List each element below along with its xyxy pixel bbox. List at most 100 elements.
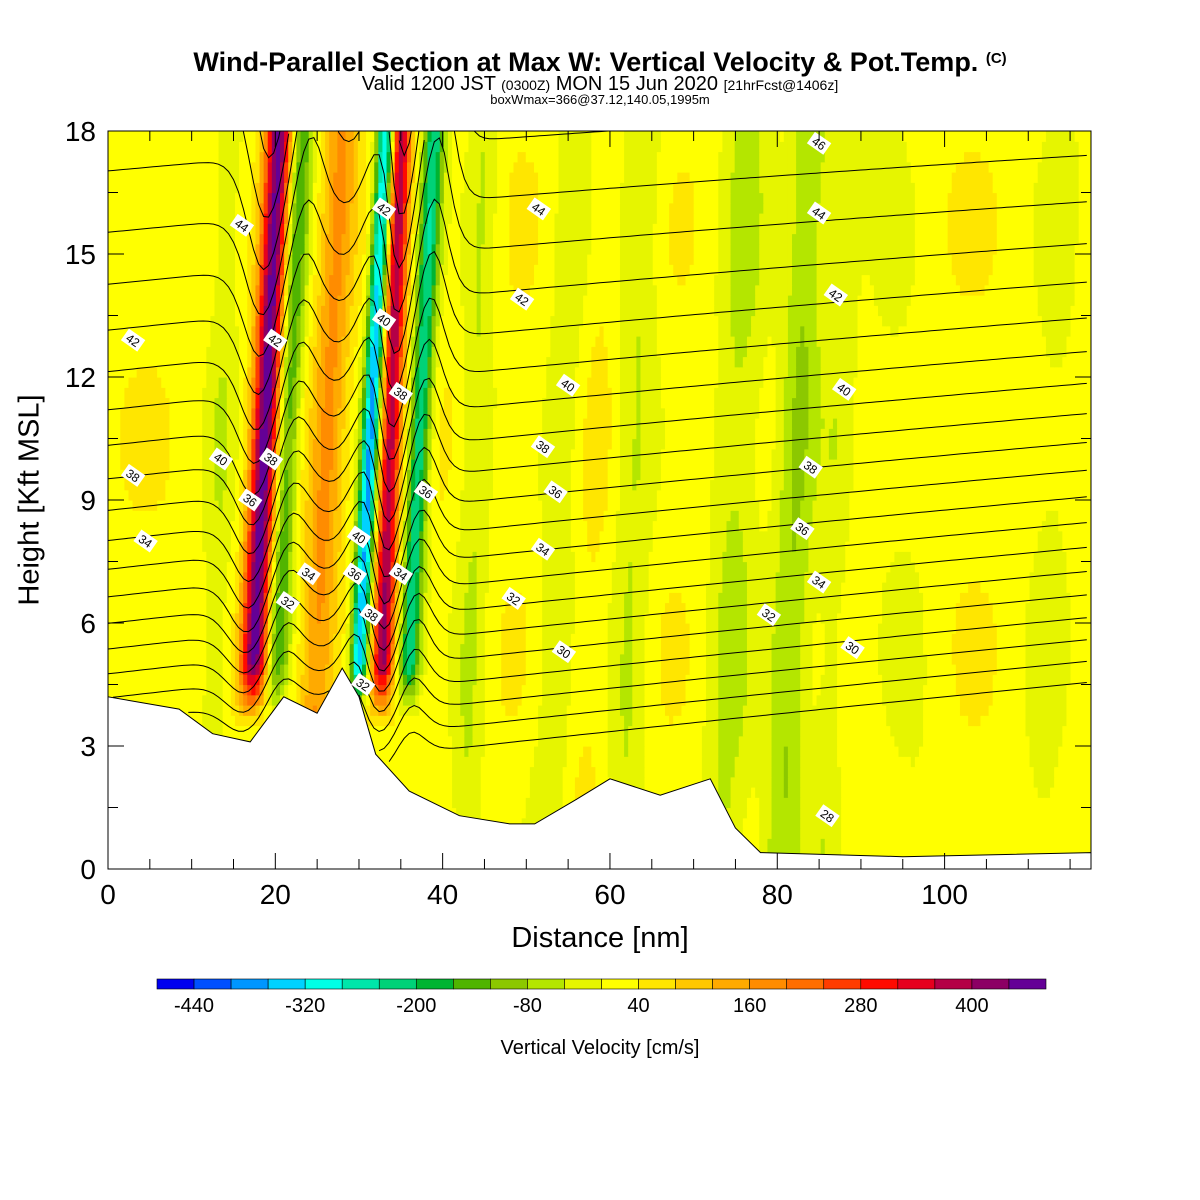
velocity-cell xyxy=(894,725,900,737)
velocity-cell xyxy=(906,787,912,798)
velocity-cell xyxy=(959,746,965,757)
velocity-cell xyxy=(259,715,265,727)
velocity-cell xyxy=(779,746,785,757)
velocity-cell xyxy=(759,838,764,850)
velocity-cell xyxy=(529,684,535,696)
velocity-cell xyxy=(832,735,838,747)
velocity-cell xyxy=(509,725,515,737)
velocity-cell xyxy=(644,653,650,665)
velocity-cell xyxy=(579,725,584,737)
velocity-cell xyxy=(857,664,863,675)
velocity-cell xyxy=(1037,776,1043,788)
velocity-cell xyxy=(1025,797,1031,809)
velocity-cell xyxy=(529,653,535,665)
velocity-cell xyxy=(681,735,687,747)
velocity-cell xyxy=(1041,756,1047,768)
velocity-cell xyxy=(787,797,793,809)
velocity-cell xyxy=(570,756,576,768)
velocity-cell xyxy=(845,684,850,696)
velocity-cell xyxy=(529,715,535,727)
velocity-cell xyxy=(992,694,998,706)
velocity-cell xyxy=(685,715,691,727)
velocity-cell xyxy=(153,684,158,696)
velocity-cell xyxy=(882,725,887,737)
velocity-cell xyxy=(714,735,719,747)
velocity-cell xyxy=(964,848,969,860)
velocity-cell xyxy=(1066,684,1072,696)
velocity-cell xyxy=(665,674,670,686)
velocity-cell xyxy=(525,705,531,716)
velocity-cell xyxy=(722,766,728,778)
velocity-cell xyxy=(718,694,723,706)
velocity-cell xyxy=(480,705,486,716)
velocity-cell xyxy=(820,787,826,798)
velocity-cell xyxy=(1070,684,1076,696)
velocity-cell xyxy=(165,694,171,706)
velocity-cell xyxy=(230,684,236,696)
velocity-cell xyxy=(247,664,252,675)
velocity-cell xyxy=(730,776,736,788)
velocity-cell xyxy=(992,715,998,727)
velocity-cell xyxy=(300,684,306,696)
velocity-cell xyxy=(1054,797,1059,809)
velocity-cell xyxy=(476,664,482,675)
velocity-cell xyxy=(792,817,797,829)
velocity-cell xyxy=(1037,817,1043,829)
velocity-cell xyxy=(742,817,748,829)
velocity-cell xyxy=(939,797,945,809)
velocity-cell xyxy=(501,787,506,798)
velocity-cell xyxy=(722,715,728,727)
velocity-cell xyxy=(1045,776,1051,788)
velocity-cell xyxy=(1045,725,1051,737)
velocity-cell xyxy=(1025,664,1031,675)
velocity-cell xyxy=(419,787,424,798)
velocity-cell xyxy=(693,776,699,788)
velocity-cell xyxy=(1000,684,1006,696)
velocity-cell xyxy=(693,746,699,757)
velocity-cell xyxy=(472,766,478,778)
velocity-cell xyxy=(603,715,609,727)
velocity-cell xyxy=(796,735,801,747)
velocity-cell xyxy=(902,848,908,860)
velocity-cell xyxy=(992,828,998,839)
velocity-cell xyxy=(857,797,863,809)
velocity-cell xyxy=(988,735,994,747)
velocity-cell xyxy=(476,807,482,819)
velocity-cell xyxy=(820,776,826,788)
velocity-cell xyxy=(857,838,863,850)
velocity-cell xyxy=(804,817,809,829)
velocity-cell xyxy=(980,828,986,839)
velocity-cell xyxy=(431,653,437,665)
velocity-cell xyxy=(263,694,269,706)
velocity-cell xyxy=(583,776,588,788)
velocity-cell xyxy=(1062,705,1068,716)
velocity-cell xyxy=(669,766,674,778)
velocity-cell xyxy=(771,725,777,737)
velocity-cell xyxy=(730,735,736,747)
velocity-cell xyxy=(792,705,797,716)
velocity-cell xyxy=(1033,828,1039,839)
velocity-cell xyxy=(632,715,637,727)
velocity-cell xyxy=(1004,776,1010,788)
velocity-cell xyxy=(787,694,793,706)
velocity-cell xyxy=(824,746,830,757)
velocity-cell xyxy=(390,674,396,686)
velocity-cell xyxy=(726,787,732,798)
velocity-cell xyxy=(939,817,945,829)
velocity-cell xyxy=(738,817,744,829)
velocity-cell xyxy=(1078,725,1084,737)
velocity-cell xyxy=(710,684,715,696)
velocity-cell xyxy=(161,684,166,696)
velocity-cell xyxy=(280,653,285,665)
velocity-cell xyxy=(906,715,912,727)
velocity-cell xyxy=(558,684,564,696)
velocity-cell xyxy=(964,684,969,696)
velocity-cell xyxy=(861,776,867,788)
velocity-cell xyxy=(599,735,605,747)
velocity-cell xyxy=(185,705,191,716)
velocity-cell xyxy=(759,664,764,675)
velocity-cell xyxy=(587,664,592,675)
velocity-cell xyxy=(558,664,564,675)
velocity-cell xyxy=(816,694,822,706)
velocity-cell xyxy=(755,797,760,809)
